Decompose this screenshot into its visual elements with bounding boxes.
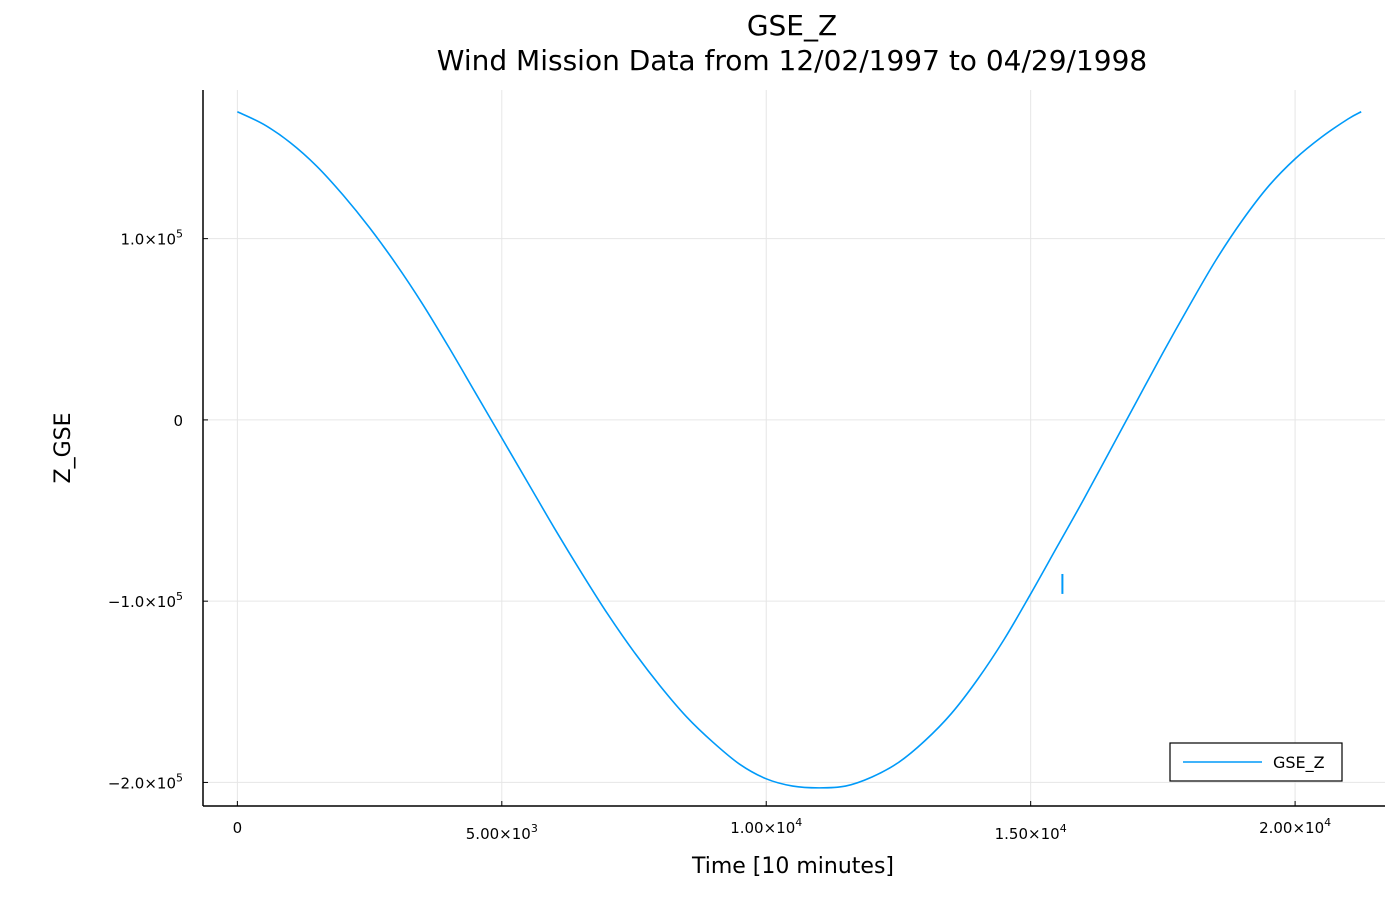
y-tick-label: −2.0×105: [108, 771, 183, 792]
x-tick-label: 1.00×104: [730, 816, 802, 837]
y-tick-label: 1.0×105: [120, 228, 183, 249]
y-tick-label: −1.0×105: [108, 590, 183, 611]
y-tick-label: 0: [173, 412, 183, 430]
x-tick-label: 2.00×104: [1259, 816, 1331, 837]
x-tick-labels: 0 5.00×103 1.00×104 1.50×104 2.00×104: [233, 816, 1332, 843]
ticks: [203, 238, 1296, 806]
y-tick-labels: 1.0×105 0 −1.0×105 −2.0×105: [108, 228, 183, 793]
plot-area: [237, 111, 1362, 789]
x-tick-label: 0: [233, 819, 243, 837]
chart-subtitle: Wind Mission Data from 12/02/1997 to 04/…: [437, 44, 1147, 77]
chart-title: GSE_Z: [747, 9, 837, 42]
x-tick-label: 1.50×104: [995, 822, 1067, 843]
x-tick-label: 5.00×103: [466, 822, 538, 843]
series-line-gse-z: [237, 111, 1362, 789]
y-axis-label: Z_GSE: [51, 413, 76, 484]
legend: GSE_Z: [1169, 742, 1343, 782]
x-axis-label: Time [10 minutes]: [691, 854, 894, 879]
grid: [203, 90, 1385, 806]
legend-label: GSE_Z: [1273, 753, 1325, 773]
